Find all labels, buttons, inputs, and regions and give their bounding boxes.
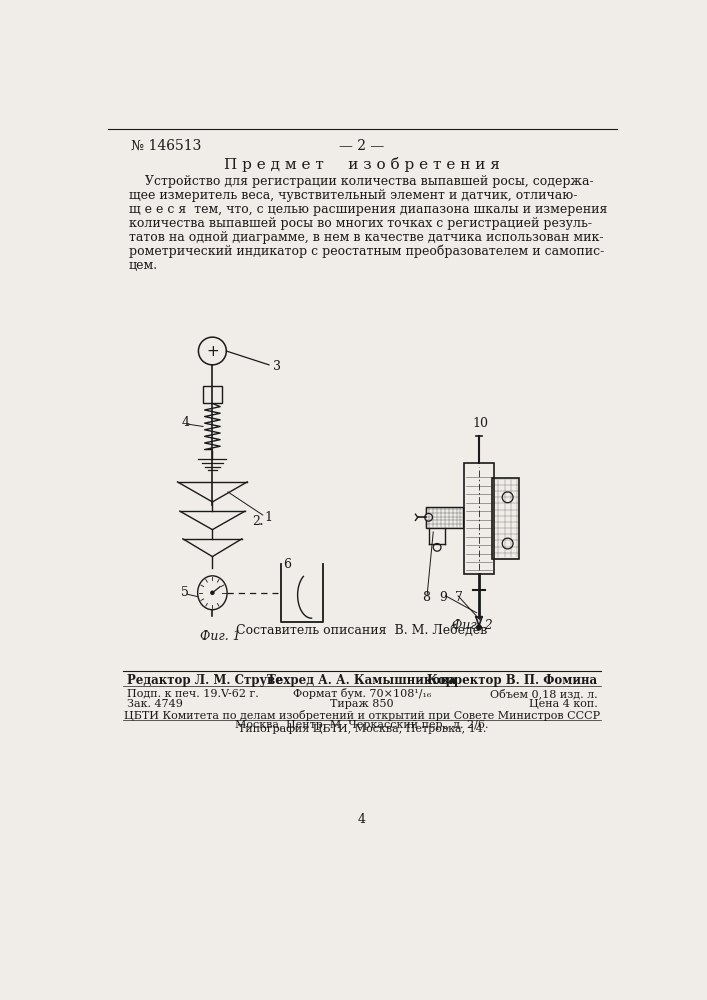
Text: 1: 1 [264,511,272,524]
Text: 4: 4 [358,813,366,826]
Text: 7: 7 [455,591,463,604]
Text: Формат бум. 70×108¹/₁₆: Формат бум. 70×108¹/₁₆ [293,688,431,699]
Text: 2: 2 [252,515,261,528]
Text: 5: 5 [182,586,189,599]
Circle shape [425,513,433,521]
Text: 6: 6 [283,558,291,571]
Text: +: + [206,344,218,359]
Text: Техред А. А. Камышникова: Техред А. А. Камышникова [267,674,457,687]
Text: количества выпавшей росы во многих точках с регистрацией резуль-: количества выпавшей росы во многих точка… [129,217,592,230]
Text: 4: 4 [182,416,189,429]
Text: П р е д м е т     и з о б р е т е н и я: П р е д м е т и з о б р е т е н и я [224,157,500,172]
Text: Зак. 4749: Зак. 4749 [127,699,183,709]
Text: Москва, Центр, М. Черкасский пер., д. 2/6.: Москва, Центр, М. Черкасский пер., д. 2/… [235,720,489,730]
Text: 3: 3 [273,360,281,373]
Text: Подп. к печ. 19.V-62 г.: Подп. к печ. 19.V-62 г. [127,688,259,698]
Circle shape [477,625,481,630]
Text: 9: 9 [440,591,448,604]
Text: Составитель описания  В. М. Лебедев: Составитель описания В. М. Лебедев [236,624,488,637]
Text: щее измеритель веса, чувствительный элемент и датчик, отличаю-: щее измеритель веса, чувствительный элем… [129,189,577,202]
Text: — 2 —: — 2 — [339,139,385,153]
Text: 10: 10 [473,417,489,430]
Text: Тираж 850: Тираж 850 [330,699,394,709]
Text: Цена 4 коп.: Цена 4 коп. [529,699,597,709]
Text: щ е е с я  тем, что, с целью расширения диапазона шкалы и измерения: щ е е с я тем, что, с целью расширения д… [129,203,607,216]
Bar [464,463,493,574]
Text: татов на одной диаграмме, в нем в качестве датчика использован мик-: татов на одной диаграмме, в нем в качест… [129,231,603,244]
Bar [203,386,222,403]
Text: .: . [259,514,264,528]
Text: Редактор Л. М. Струве: Редактор Л. М. Струве [127,674,283,687]
Text: Фиг. 2: Фиг. 2 [452,619,492,632]
Text: рометрический индикатор с реостатным преобразователем и самопис-: рометрический индикатор с реостатным пре… [129,245,604,258]
Bar [426,507,462,528]
Bar [492,478,519,559]
Text: Типография ЦБТИ, Москва, Петровка, 14.: Типография ЦБТИ, Москва, Петровка, 14. [238,723,486,734]
Text: Объем 0,18 изд. л.: Объем 0,18 изд. л. [490,688,597,699]
Text: Устройство для регистрации количества выпавшей росы, содержа-: Устройство для регистрации количества вы… [129,175,593,188]
Text: Фиг. 1: Фиг. 1 [200,630,240,643]
Circle shape [211,591,214,594]
Text: № 146513: № 146513 [131,139,201,153]
Text: цем.: цем. [129,259,158,272]
Text: ЦБТИ Комитета по делам изобретений и открытий при Совете Министров СССР: ЦБТИ Комитета по делам изобретений и отк… [124,710,600,721]
Text: Корректор В. П. Фомина: Корректор В. П. Фомина [428,674,597,687]
Text: 8: 8 [421,591,430,604]
